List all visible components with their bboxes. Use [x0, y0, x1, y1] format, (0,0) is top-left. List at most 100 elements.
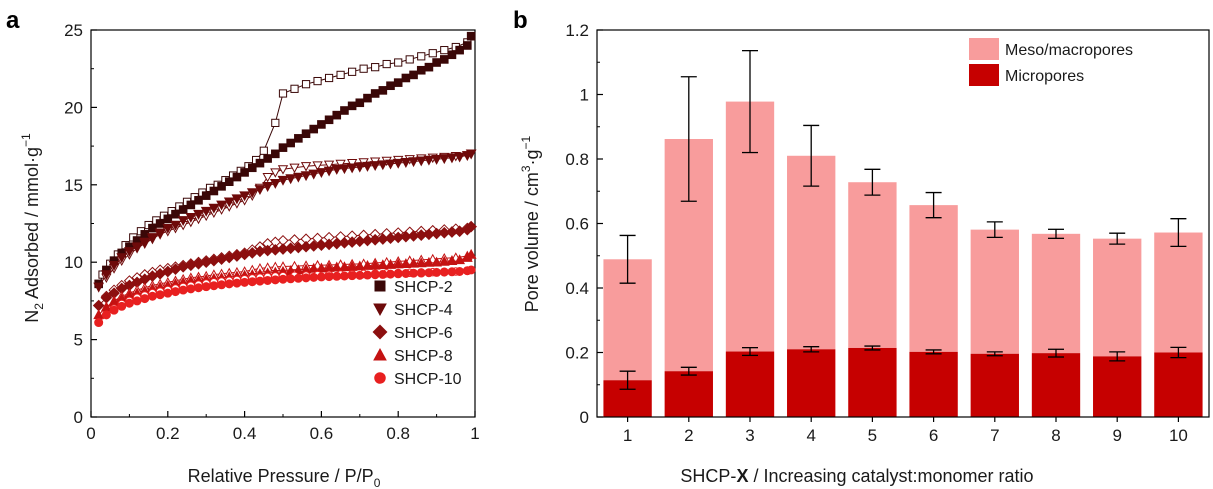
adsorption-point: [416, 268, 426, 278]
panel-a-ytick-label: 10: [64, 253, 83, 272]
adsorption-point: [439, 55, 449, 64]
adsorption-point: [465, 149, 477, 160]
adsorption-point: [147, 233, 158, 244]
adsorption-point: [454, 152, 466, 163]
adsorption-point: [108, 260, 120, 271]
svg-text:SHCP-X / Increasing catalyst:m: SHCP-X / Increasing catalyst:monomer rat…: [680, 466, 1033, 486]
adsorption-point: [339, 271, 349, 281]
adsorption-point: [140, 230, 150, 239]
adsorption-point: [277, 175, 289, 186]
adsorption-point: [224, 279, 234, 289]
panel-a-xtick-label: 0: [86, 424, 95, 443]
adsorption-point: [301, 273, 311, 283]
adsorption-point: [362, 260, 373, 270]
micro-error-bar: [803, 346, 820, 353]
micro-bar: [1031, 353, 1081, 417]
adsorption-point: [355, 270, 365, 280]
micro-bar: [1154, 352, 1203, 417]
micro-error-bar: [864, 345, 881, 351]
adsorption-point: [178, 205, 188, 214]
adsorption-point: [332, 110, 342, 120]
adsorption-point: [170, 220, 181, 231]
adsorption-point: [255, 276, 265, 286]
panel-a-series-shcp-6: [92, 220, 477, 312]
desorption-point: [336, 70, 345, 79]
desorption-point: [289, 163, 300, 174]
micro-error-bar: [925, 349, 942, 355]
adsorption-point: [466, 31, 476, 41]
adsorption-point: [209, 186, 219, 196]
adsorption-point: [194, 195, 203, 205]
adsorption-point: [377, 160, 389, 171]
panel-a-ytick-label: 5: [74, 331, 83, 350]
panel-b-xtick-label: 4: [806, 426, 815, 445]
desorption-point: [313, 76, 322, 86]
desorption-point: [394, 58, 403, 67]
adsorption-point: [363, 93, 372, 103]
adsorption-point: [409, 70, 418, 80]
legend-marker: [373, 347, 387, 361]
adsorption-point: [309, 124, 319, 134]
panel-b-label: b: [513, 7, 528, 34]
adsorption-point: [339, 261, 350, 272]
panel-b-xtick-label: 3: [745, 426, 754, 445]
svg-text:Relative Pressure / P/P0: Relative Pressure / P/P0: [188, 466, 381, 489]
adsorption-point: [377, 259, 389, 270]
adsorption-point: [415, 156, 427, 167]
adsorption-point: [185, 213, 197, 223]
adsorption-point: [224, 177, 234, 187]
adsorption-point: [308, 262, 320, 273]
adsorption-point: [286, 138, 295, 148]
adsorption-point: [292, 264, 304, 275]
adsorption-point: [386, 269, 396, 279]
adsorption-point: [331, 165, 343, 175]
panel-a-ylabel-sub: 2: [32, 303, 46, 310]
adsorption-point: [408, 157, 419, 168]
adsorption-point: [240, 168, 249, 177]
adsorption-point: [162, 223, 174, 234]
desorption-point: [417, 52, 426, 61]
panel-a-series-shcp-4: [93, 149, 477, 293]
meso-error-bar: [1109, 232, 1126, 245]
panel-a-ytick-label: 25: [64, 21, 83, 40]
adsorption-point: [416, 65, 426, 75]
adsorption-point: [370, 89, 380, 98]
panel-b-ytick-label: 1: [580, 86, 589, 105]
panel-a-ylabel-pre: N: [22, 310, 42, 323]
adsorption-point: [346, 163, 358, 174]
adsorption-point: [270, 275, 280, 285]
adsorption-point: [315, 262, 327, 273]
legend-label: SHCP-4: [394, 302, 453, 319]
desorption-point: [277, 165, 289, 175]
panel-b-ytick-label: 0.2: [565, 344, 589, 363]
panel-a-xlabel-sub: 0: [374, 476, 381, 489]
desorption-point: [324, 73, 334, 83]
adsorption-point: [354, 162, 366, 173]
adsorption-point: [247, 277, 257, 287]
meso-error-bar: [864, 168, 881, 196]
adsorption-point: [386, 81, 395, 91]
adsorption-point: [271, 149, 280, 159]
meso-bar: [1031, 233, 1081, 354]
desorption-point: [290, 84, 299, 93]
adsorption-point: [124, 298, 134, 308]
adsorption-point: [447, 267, 457, 277]
adsorption-point: [362, 161, 373, 172]
panel-b-xtick-label: 5: [868, 426, 877, 445]
desorption-point: [359, 64, 368, 73]
adsorption-point: [216, 200, 227, 211]
adsorption-point: [309, 272, 319, 282]
adsorption-point: [409, 268, 419, 278]
panel-a-series-shcp-2: [94, 31, 476, 289]
adsorption-point: [438, 154, 450, 165]
adsorption-point: [370, 270, 380, 280]
legend-marker: [374, 372, 386, 384]
adsorption-point: [447, 50, 457, 60]
adsorption-point: [94, 318, 104, 328]
adsorption-point: [378, 86, 388, 95]
meso-error-bar: [1170, 218, 1187, 248]
adsorption-point: [247, 163, 257, 173]
adsorption-point: [131, 242, 143, 253]
adsorption-point: [293, 273, 303, 283]
adsorption-point: [300, 171, 312, 182]
